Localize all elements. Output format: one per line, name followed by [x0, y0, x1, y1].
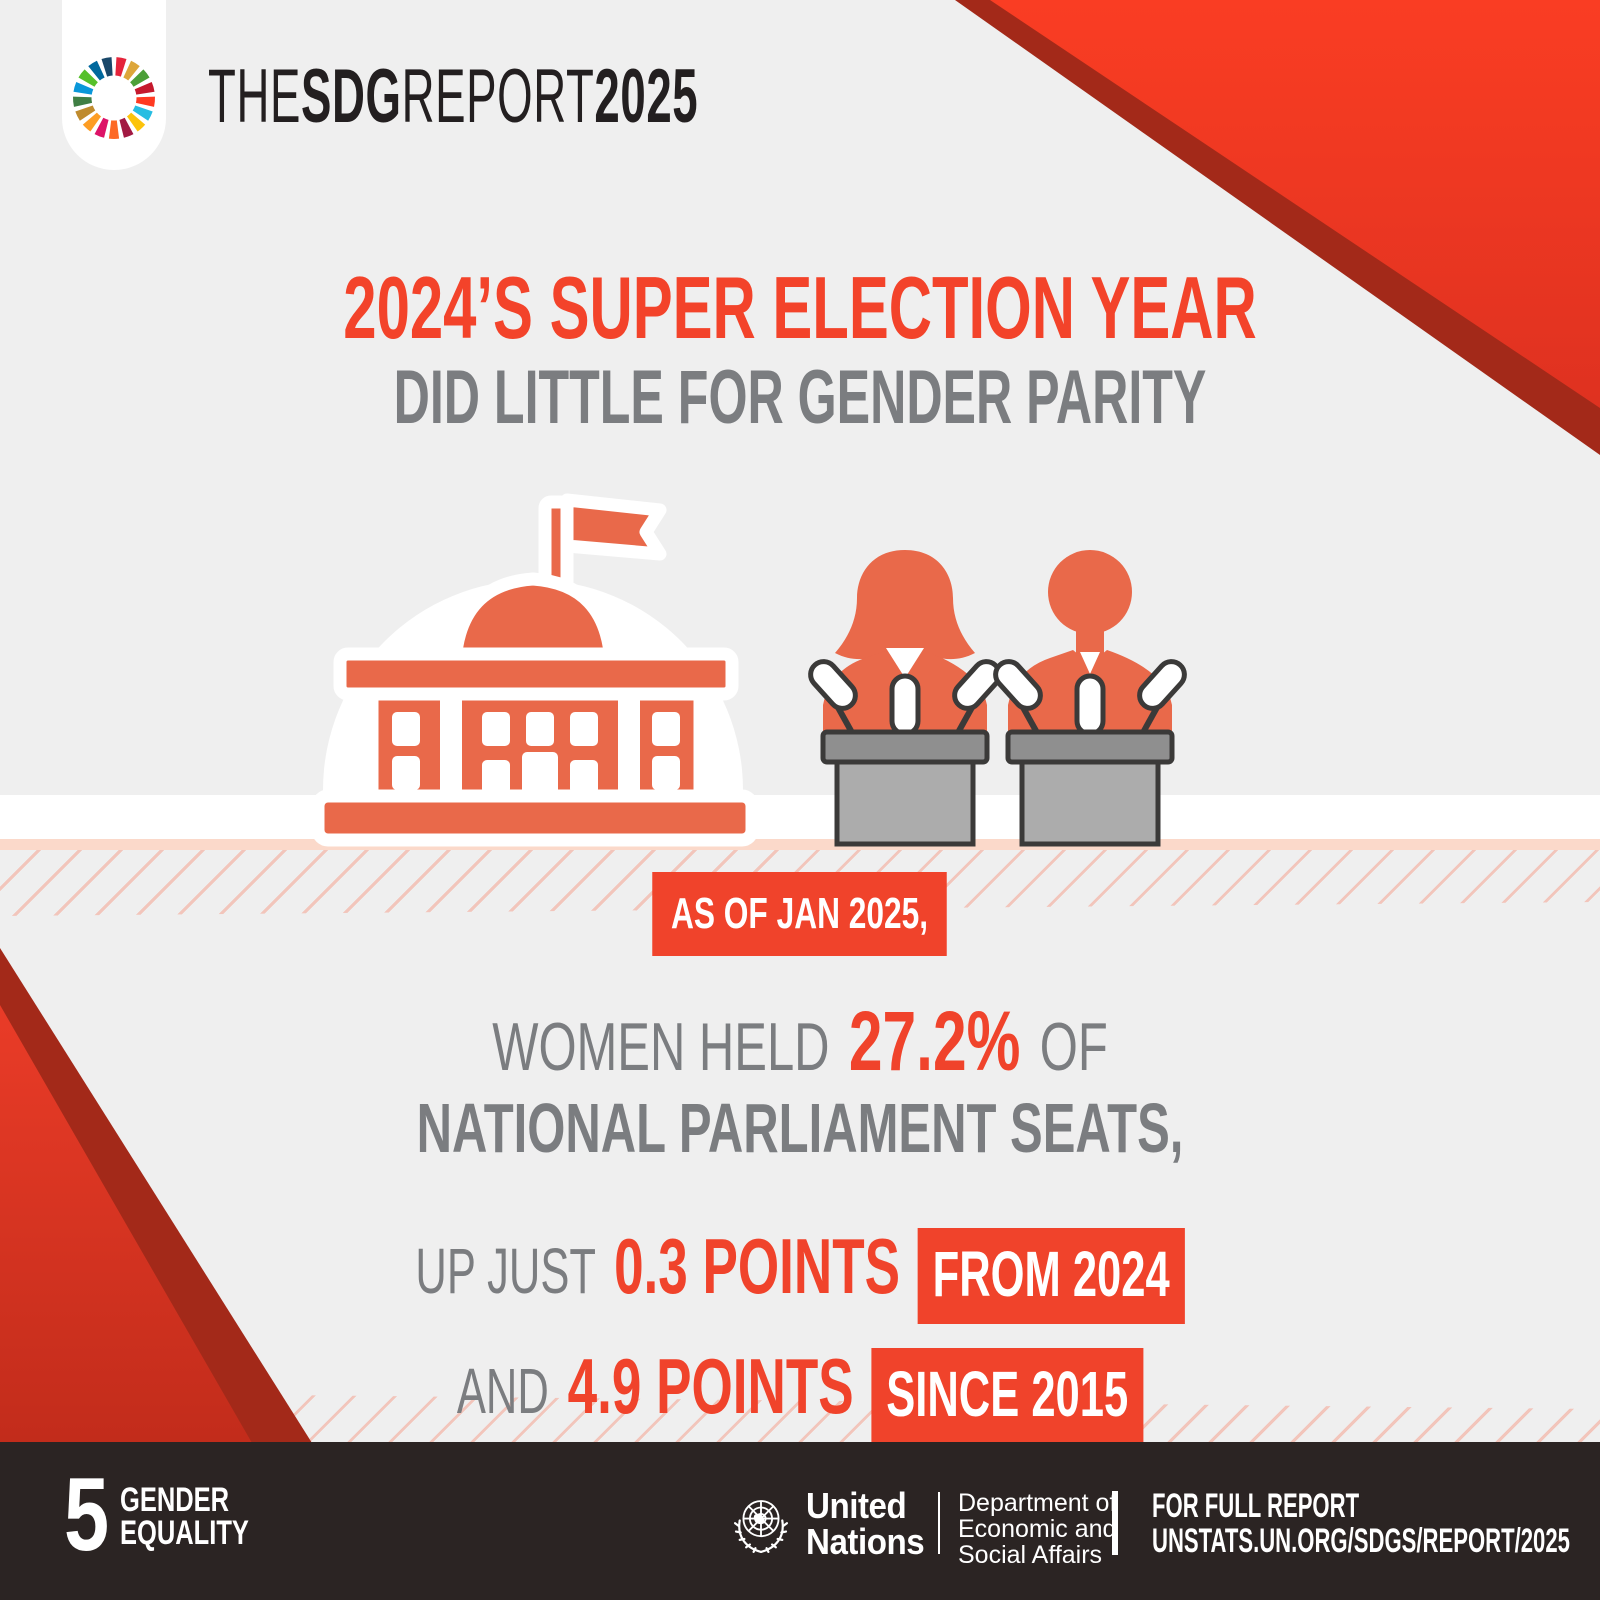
woman-hair: [835, 550, 975, 664]
sdg-wheel-segment: [75, 105, 96, 121]
podium-body: [1019, 759, 1161, 847]
stat-parliament-percentage: 27.2%: [848, 994, 1021, 1088]
un-name: United Nations: [806, 1485, 925, 1562]
goal-name-line2: EQUALITY: [120, 1514, 249, 1552]
full-report-label: FOR FULL REPORT: [1152, 1487, 1360, 1525]
dept-line2: Economic and: [958, 1515, 1117, 1543]
sdg-wheel-icon: [72, 57, 156, 139]
man-speaker-illustration: [993, 550, 1187, 847]
as-of-date-badge: AS OF JAN 2025,: [652, 872, 948, 956]
full-report-url: UNSTATS.UN.ORG/SDGS/REPORT/2025: [1152, 1522, 1570, 1560]
floor-strip: [0, 795, 1600, 839]
sdg-goal-name: GENDER EQUALITY: [120, 1481, 249, 1552]
sdg-wheel-segment: [101, 57, 113, 77]
sdg-wheel-segment: [88, 60, 105, 81]
stat-line1-pre: WOMEN HELD: [492, 1009, 830, 1085]
un-department: Department of Economic and Social Affair…: [958, 1490, 1116, 1568]
headline-line2: DID LITTLE FOR GENDER PARITY: [393, 355, 1207, 440]
wordmark-report: REPORT: [401, 54, 595, 139]
capitol-dome: [448, 572, 618, 669]
from-2024-badge: FROM 2024: [917, 1228, 1185, 1325]
sdg-wheel-segment: [132, 105, 153, 121]
stat-line3-pre: UP JUST: [415, 1235, 596, 1307]
sdg-wheel-segment: [94, 117, 109, 138]
dept-line3: Social Affairs: [958, 1541, 1103, 1569]
microphone-icons: [808, 659, 1002, 737]
sdg-wheel-segment: [123, 60, 140, 81]
sdg-goal-number: 5: [64, 1457, 110, 1573]
stat-points-since-2015: 4.9 POINTS: [567, 1342, 854, 1430]
podium-top: [1005, 729, 1175, 765]
un-name-line1: United: [806, 1485, 907, 1526]
since-2015-badge: SINCE 2015: [871, 1348, 1144, 1445]
woman-speaker-illustration: [808, 550, 1002, 847]
sdg-wheel-segment: [72, 96, 93, 107]
sdg-wheel-segment: [119, 117, 134, 138]
wordmark-year: 2025: [594, 54, 699, 139]
as-of-badge-row: AS OF JAN 2025,: [0, 872, 1600, 956]
full-report-link-block: FOR FULL REPORT UNSTATS.UN.ORG/SDGS/REPO…: [1152, 1489, 1570, 1559]
un-emblem-icon: [733, 1500, 789, 1554]
sdg-wheel-segment: [108, 120, 120, 139]
man-collar: [1080, 652, 1100, 674]
flag-icon: [560, 493, 667, 561]
wordmark-the: THE: [208, 54, 301, 139]
pink-floor-edge: [0, 839, 1600, 850]
sdg-wheel-segment: [135, 96, 156, 107]
stats-panel-background: [0, 902, 1600, 1409]
sdg-wheel-segment: [126, 112, 146, 132]
sdg-wheel-segment: [130, 69, 150, 87]
woman-collar: [886, 648, 924, 678]
stat-line4-pre: AND: [456, 1355, 549, 1427]
hatched-background-band: [0, 850, 1600, 1442]
dept-line1: Department of: [958, 1489, 1117, 1517]
wordmark-sdg: SDG: [301, 54, 402, 139]
capitol-windows: [392, 712, 680, 800]
stat-line-parliament-seats: NATIONAL PARLIAMENT SEATS,: [416, 1089, 1184, 1167]
un-name-line2: Nations: [806, 1521, 925, 1562]
man-head: [1048, 550, 1132, 634]
stat-line-change-2024: UP JUST 0.3 POINTS FROM 2024: [256, 1218, 1344, 1325]
goal-name-line1: GENDER: [120, 1481, 230, 1519]
sdg-wheel-segment: [73, 81, 94, 95]
headline-line1: 2024’S SUPER ELECTION YEAR: [343, 258, 1257, 357]
sdg-logo-tab: [62, 0, 166, 170]
footer-divider-thin: [938, 1492, 940, 1554]
sdg-wheel-segment: [134, 81, 155, 95]
capitol-pillars: [440, 694, 640, 800]
sdg-wheel-segment: [78, 69, 98, 87]
stat-points-from-2024: 0.3 POINTS: [614, 1222, 900, 1310]
footer-bar: [0, 1442, 1600, 1600]
sdg-wheel-segment: [115, 57, 127, 77]
capitol-door: [522, 752, 558, 800]
stat-line-parliament-share: WOMEN HELD 27.2% OF: [224, 995, 1376, 1093]
footer-divider-thick: [1112, 1491, 1118, 1555]
stat-line-change-2015: AND 4.9 POINTS SINCE 2015: [256, 1338, 1344, 1445]
report-wordmark: THE SDG REPORT 2025: [208, 58, 698, 136]
stat-line1-post: OF: [1039, 1009, 1108, 1085]
election-illustration: [311, 493, 1187, 847]
podium-top: [820, 729, 990, 765]
sdg-wheel-segment: [82, 112, 102, 132]
podium-body: [834, 759, 976, 847]
